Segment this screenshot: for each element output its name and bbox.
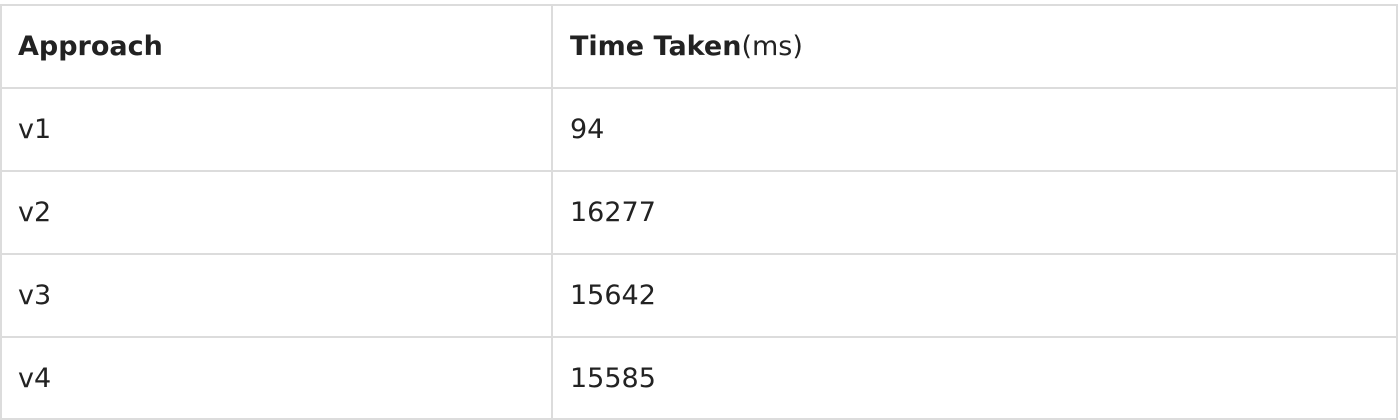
time-cell: 15642 — [553, 255, 1398, 336]
approach-cell: v1 — [2, 89, 553, 170]
table-row: v2 16277 — [2, 172, 1398, 255]
table-row: v4 15585 — [2, 338, 1398, 420]
table-row: v3 15642 — [2, 255, 1398, 338]
table-header-row: Approach Time Taken (ms) — [2, 6, 1398, 89]
approach-cell: v4 — [2, 338, 553, 418]
header-time-unit: (ms) — [741, 31, 803, 62]
results-table: Approach Time Taken (ms) v1 94 v2 16277 … — [0, 4, 1398, 420]
approach-cell: v2 — [2, 172, 553, 253]
header-approach: Approach — [2, 6, 553, 87]
time-cell: 94 — [553, 89, 1398, 170]
approach-cell: v3 — [2, 255, 553, 336]
time-cell: 16277 — [553, 172, 1398, 253]
header-time-taken: Time Taken (ms) — [553, 6, 1398, 87]
time-cell: 15585 — [553, 338, 1398, 418]
header-time-label: Time Taken — [570, 31, 742, 62]
table-row: v1 94 — [2, 89, 1398, 172]
